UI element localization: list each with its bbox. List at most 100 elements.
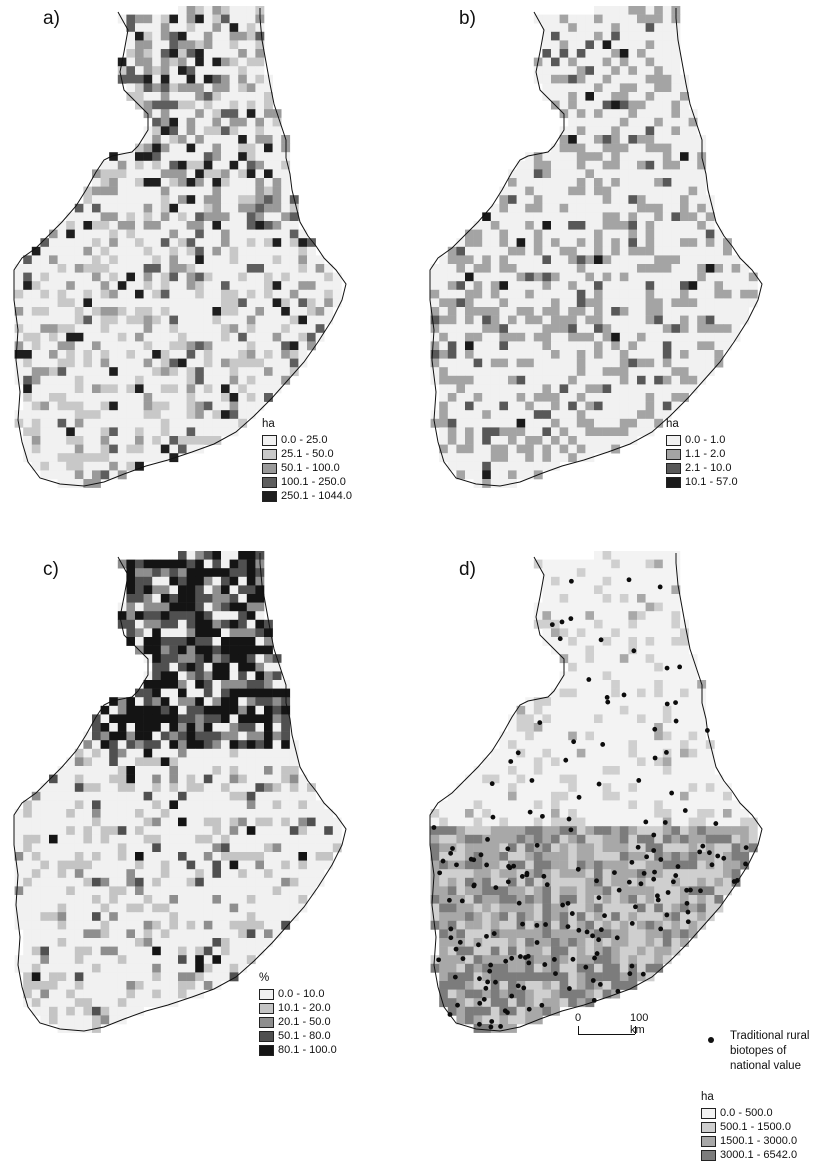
raster-cell — [31, 393, 41, 402]
raster-cell — [221, 74, 230, 84]
legend-item: 0.0 - 1.0 — [666, 433, 738, 447]
raster-cell — [551, 436, 560, 445]
raster-cell — [83, 791, 93, 801]
raster-cell — [456, 332, 466, 342]
raster-cell — [559, 143, 569, 153]
raster-cell — [315, 834, 325, 844]
raster-cell — [508, 384, 517, 394]
raster-cell — [212, 585, 222, 595]
raster-cell — [135, 929, 144, 939]
legend-item: 100.1 - 250.0 — [262, 475, 352, 489]
raster-cell — [178, 869, 187, 879]
raster-cell — [264, 697, 273, 707]
raster-cell — [169, 843, 179, 853]
raster-cell — [246, 350, 256, 359]
raster-cell — [186, 117, 196, 127]
raster-cell — [160, 963, 170, 973]
raster-cell — [611, 31, 621, 41]
raster-cell — [551, 453, 560, 463]
raster-cell — [628, 602, 638, 612]
raster-cell — [126, 723, 136, 732]
raster-cell — [559, 367, 569, 377]
raster-cell — [246, 895, 256, 904]
raster-cell — [255, 255, 265, 265]
raster-cell — [628, 723, 638, 732]
raster-cell — [482, 212, 492, 222]
raster-cell — [186, 332, 196, 342]
raster-cell — [246, 877, 256, 887]
raster-cell — [31, 418, 41, 428]
raster-cell — [74, 375, 84, 385]
raster-cell — [143, 860, 153, 870]
raster-cell — [585, 49, 595, 58]
raster-cell — [57, 221, 67, 230]
legend-swatch — [262, 462, 277, 474]
raster-cell — [594, 109, 603, 119]
raster-cell — [40, 332, 50, 342]
raster-cell — [499, 255, 509, 265]
raster-cell — [229, 568, 239, 578]
raster-cell — [238, 178, 248, 187]
raster-cell — [585, 367, 595, 377]
raster-cell — [490, 410, 500, 420]
raster-cell — [516, 324, 526, 334]
raster-cell — [315, 869, 325, 879]
raster-cell — [100, 410, 110, 420]
raster-cell — [482, 332, 492, 342]
raster-cell — [551, 585, 560, 595]
raster-cell — [602, 367, 612, 377]
raster-cell — [525, 289, 535, 299]
raster-cell — [332, 834, 342, 844]
raster-cell — [439, 307, 449, 316]
raster-cell — [576, 688, 586, 698]
raster-cell — [152, 427, 162, 437]
raster-cell — [490, 298, 500, 308]
raster-cell — [465, 375, 474, 385]
raster-cell — [551, 74, 560, 84]
raster-cell — [152, 568, 162, 578]
raster-cell — [654, 350, 664, 359]
raster-cell — [66, 1006, 76, 1016]
raster-cell — [92, 817, 101, 827]
raster-cell — [238, 255, 248, 265]
raster-cell — [723, 281, 732, 291]
raster-cell — [246, 860, 256, 870]
raster-cell — [705, 238, 715, 248]
raster-cell — [714, 255, 724, 265]
raster-cell — [83, 963, 93, 973]
raster-cell — [31, 281, 41, 291]
raster-cell — [628, 757, 638, 767]
raster-cell — [169, 418, 179, 428]
raster-cell — [576, 212, 586, 222]
raster-cell — [221, 852, 230, 861]
raster-cell — [281, 195, 291, 205]
raster-cell — [117, 264, 127, 273]
raster-cell — [109, 731, 119, 741]
raster-cell — [490, 783, 500, 793]
raster-cell — [465, 453, 474, 463]
raster-cell — [533, 152, 543, 162]
raster-cell — [100, 375, 110, 385]
raster-cell — [126, 791, 136, 801]
raster-cell — [126, 783, 136, 793]
raster-cell — [602, 731, 612, 741]
raster-cell — [594, 834, 603, 844]
raster-cell — [135, 221, 144, 230]
raster-cell — [662, 809, 672, 818]
raster-cell — [551, 289, 560, 299]
raster-cell — [160, 393, 170, 402]
raster-cell — [195, 289, 205, 299]
raster-grid — [14, 6, 342, 488]
raster-cell — [143, 843, 153, 853]
raster-cell — [117, 152, 127, 162]
raster-cell — [186, 594, 196, 603]
raster-cell — [619, 212, 629, 222]
raster-cell — [594, 688, 603, 698]
raster-cell — [212, 246, 222, 256]
raster-cell — [298, 809, 308, 818]
raster-cell — [499, 766, 509, 775]
raster-cell — [255, 212, 265, 222]
raster-cell — [264, 126, 273, 136]
raster-cell — [246, 714, 256, 724]
raster-cell — [680, 748, 689, 758]
